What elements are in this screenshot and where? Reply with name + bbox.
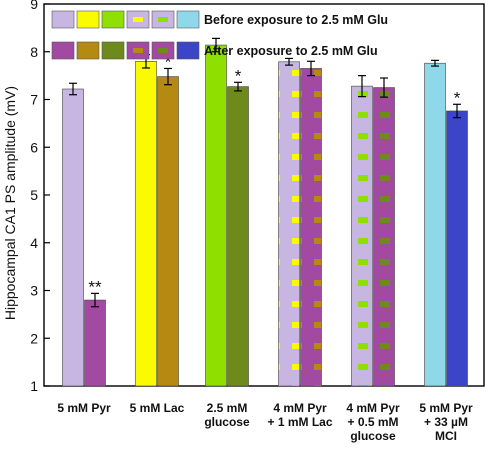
category-label: + 0.5 mM bbox=[347, 415, 398, 429]
bar-before bbox=[278, 61, 300, 387]
legend-swatch bbox=[101, 41, 125, 60]
bar-after bbox=[157, 76, 179, 387]
legend-swatch bbox=[176, 10, 200, 29]
legend-swatch-stripe bbox=[158, 17, 168, 22]
category-label: 4 mM Pyr bbox=[346, 401, 400, 415]
category-label: 2.5 mM bbox=[207, 401, 248, 415]
category-label: 4 mM Pyr bbox=[273, 401, 327, 415]
category-label: glucose bbox=[204, 415, 250, 429]
legend-swatch-stripe bbox=[133, 17, 143, 22]
legend-label-after: After exposure to 2.5 mM Glu bbox=[204, 44, 378, 58]
bar-after bbox=[373, 87, 395, 387]
y-tick-label: 8 bbox=[30, 44, 38, 60]
bar-after bbox=[300, 68, 322, 387]
legend-swatch bbox=[76, 10, 100, 29]
y-tick-label: 3 bbox=[30, 283, 38, 299]
bar-before bbox=[62, 88, 84, 387]
significance-mark: * bbox=[235, 66, 242, 85]
legend: Before exposure to 2.5 mM Glu After expos… bbox=[51, 10, 388, 60]
y-tick-label: 4 bbox=[30, 235, 38, 251]
bar-before bbox=[424, 62, 446, 387]
bar-after bbox=[84, 299, 106, 387]
y-tick-label: 9 bbox=[30, 0, 38, 12]
y-tick-label: 2 bbox=[30, 330, 38, 346]
category-label: 5 mM Lac bbox=[130, 401, 185, 415]
bar-after bbox=[446, 110, 468, 387]
significance-mark: * bbox=[165, 52, 172, 71]
plot-frame bbox=[43, 3, 485, 387]
y-tick-label: 5 bbox=[30, 187, 38, 203]
legend-swatch bbox=[76, 41, 100, 60]
category-label: MCI bbox=[435, 429, 457, 443]
legend-swatch bbox=[51, 41, 75, 60]
y-tick-label: 7 bbox=[30, 92, 38, 108]
y-tick-label: 6 bbox=[30, 139, 38, 155]
category-label: + 33 µM bbox=[424, 415, 468, 429]
legend-swatch-stripe bbox=[158, 48, 168, 53]
legend-swatch bbox=[176, 41, 200, 60]
category-label: glucose bbox=[350, 429, 396, 443]
y-axis-label: Hippocampal CA1 PS amplitude (mV) bbox=[2, 86, 18, 320]
legend-label-before: Before exposure to 2.5 mM Glu bbox=[204, 13, 388, 27]
legend-swatch-stripe bbox=[133, 48, 143, 53]
legend-swatch bbox=[51, 10, 75, 29]
bar-before bbox=[205, 44, 227, 387]
bar-before bbox=[351, 85, 373, 387]
significance-mark: ** bbox=[88, 277, 102, 296]
category-label: + 1 mM Lac bbox=[267, 415, 332, 429]
bar-before bbox=[135, 60, 157, 387]
category-label: 5 mM Pyr bbox=[57, 401, 111, 415]
bar-after bbox=[227, 86, 249, 387]
significance-mark: * bbox=[454, 88, 461, 107]
category-label: 5 mM Pyr bbox=[419, 401, 473, 415]
legend-swatch bbox=[101, 10, 125, 29]
y-tick-label: 1 bbox=[30, 378, 38, 394]
